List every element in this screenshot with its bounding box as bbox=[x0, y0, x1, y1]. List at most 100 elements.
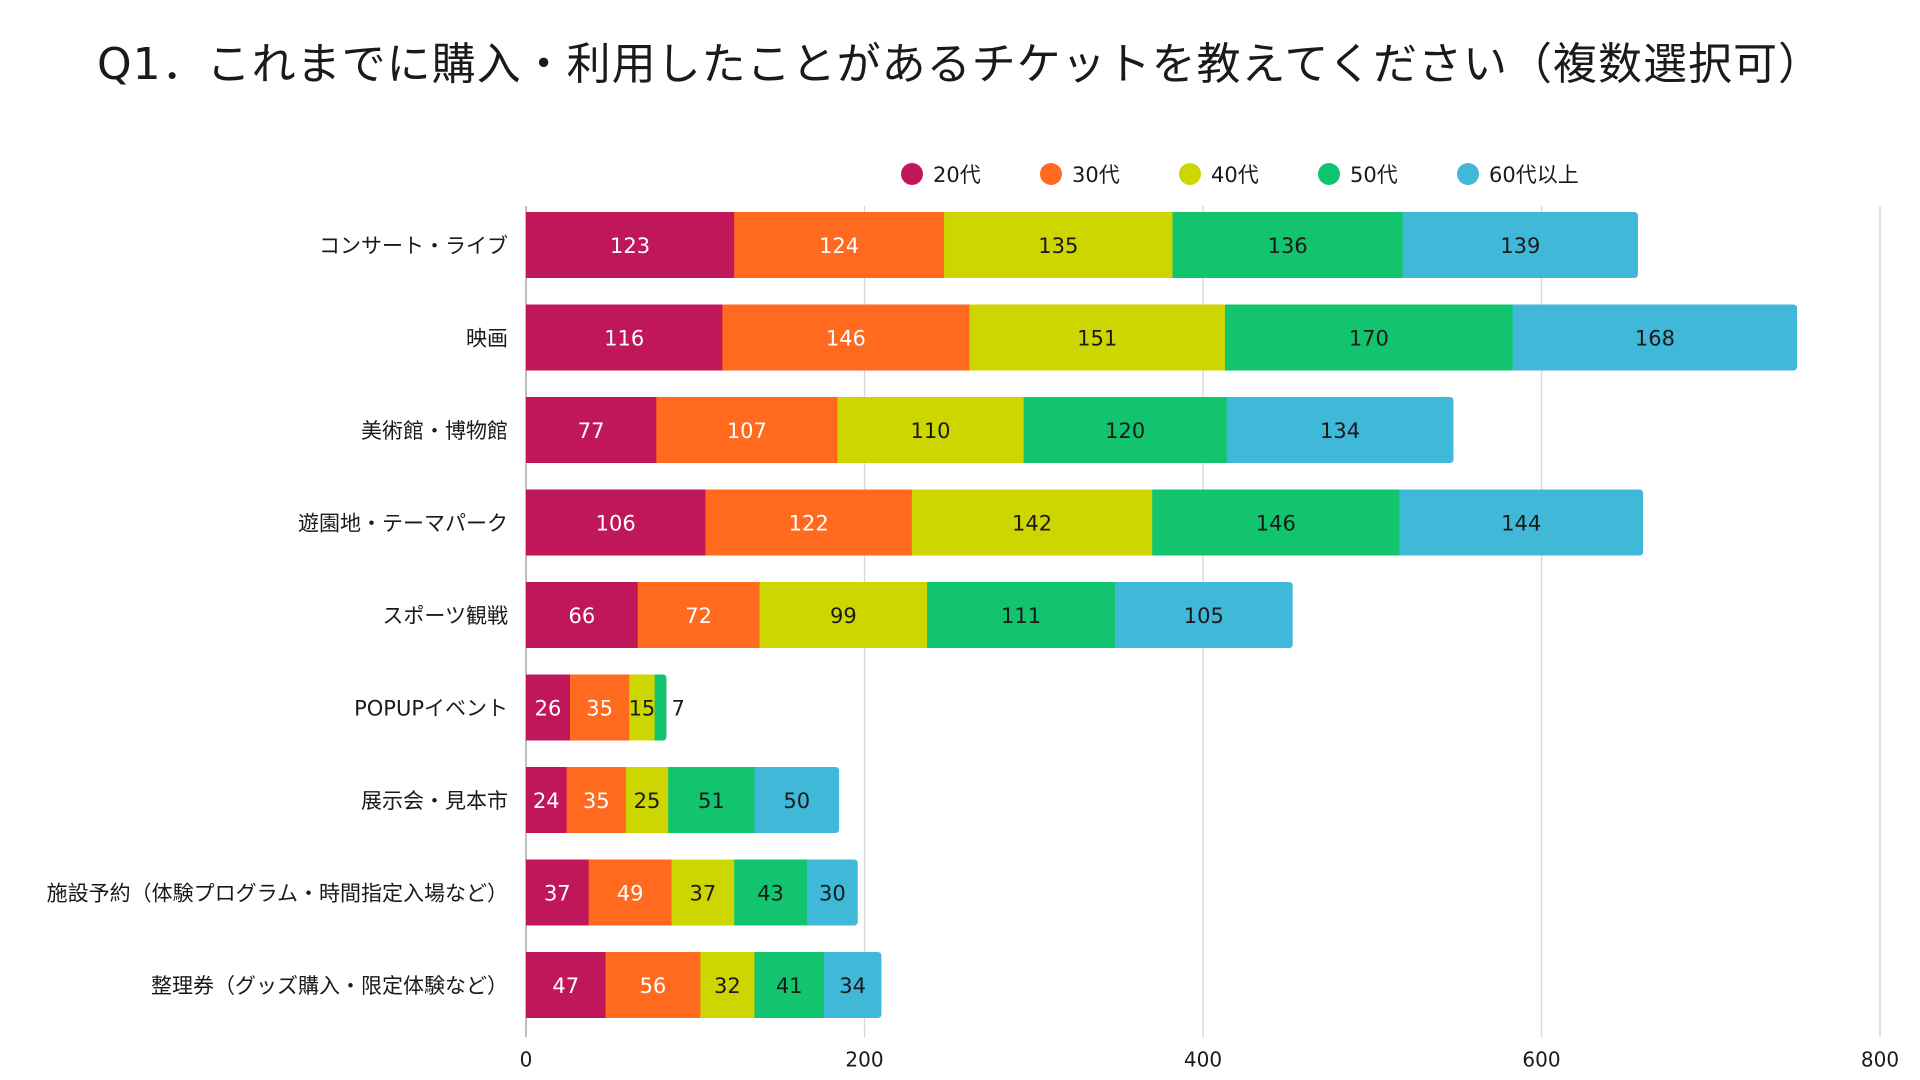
legend-marker bbox=[1179, 163, 1201, 185]
x-axis-tick-labels: 0 200 400 600 800 bbox=[520, 1047, 1899, 1071]
bar-segment bbox=[1225, 304, 1514, 371]
bar-segment bbox=[526, 859, 590, 926]
bar-value-label: 146 bbox=[826, 327, 866, 351]
legend-label: 50代 bbox=[1350, 163, 1398, 187]
bar-value-label: 51 bbox=[698, 789, 725, 813]
bar-segment bbox=[637, 582, 761, 648]
bar-segment bbox=[1152, 489, 1400, 556]
x-tick-label: 800 bbox=[1861, 1047, 1899, 1071]
bar-segment bbox=[625, 767, 669, 833]
bar-value-label: 105 bbox=[1184, 604, 1224, 628]
bar-value-label: 49 bbox=[617, 882, 644, 906]
bar-segment bbox=[526, 767, 568, 833]
category-label: 展示会・見本市 bbox=[361, 789, 508, 813]
bar-segment bbox=[671, 859, 735, 926]
legend: 20代 30代 40代 50代 60代以上 bbox=[901, 163, 1579, 187]
bar-segment bbox=[526, 304, 723, 371]
bar-segment bbox=[588, 859, 673, 926]
bar-segment bbox=[734, 212, 945, 278]
bar-value-label: 107 bbox=[727, 419, 767, 443]
legend-label: 20代 bbox=[933, 163, 981, 187]
bar-value-label: 72 bbox=[685, 604, 712, 628]
bar-segment bbox=[605, 952, 701, 1018]
bar-value-label: 122 bbox=[789, 512, 829, 536]
bar-segment bbox=[806, 859, 858, 926]
legend-marker bbox=[1318, 163, 1340, 185]
bar-value-label: 106 bbox=[596, 512, 636, 536]
bar-segment bbox=[969, 304, 1226, 371]
bar-value-label: 37 bbox=[544, 882, 571, 906]
bar-segment bbox=[911, 489, 1153, 556]
legend-label: 60代以上 bbox=[1489, 163, 1579, 187]
bar-segment bbox=[944, 212, 1174, 278]
bar-value-label: 15 bbox=[629, 697, 656, 721]
bar-segment bbox=[1226, 397, 1454, 463]
bar-segment bbox=[754, 952, 825, 1018]
chart-title: Q1．これまでに購入・利用したことがあるチケットを教えてください（複数選択可） bbox=[96, 39, 1824, 90]
bar-segment bbox=[1399, 489, 1644, 556]
bar-value-label: 25 bbox=[634, 789, 661, 813]
bar-value-label: 66 bbox=[568, 604, 595, 628]
bar-value-label: 136 bbox=[1268, 234, 1308, 258]
bar-value-label: 120 bbox=[1105, 419, 1145, 443]
category-label: 映画 bbox=[466, 327, 508, 351]
bar-segment bbox=[823, 952, 882, 1018]
bar-value-label: 26 bbox=[535, 697, 562, 721]
bar-value-label: 35 bbox=[583, 789, 610, 813]
bar-value-label: 170 bbox=[1349, 327, 1389, 351]
bar-value-label: 7 bbox=[671, 697, 684, 721]
bar-segment bbox=[705, 489, 913, 556]
bar-value-label: 30 bbox=[819, 882, 846, 906]
bar-segment bbox=[654, 674, 667, 741]
bar-value-label: 134 bbox=[1320, 419, 1360, 443]
bar-value-label: 142 bbox=[1012, 512, 1052, 536]
bar-segment bbox=[526, 489, 707, 556]
bar-value-label: 37 bbox=[689, 882, 716, 906]
category-label: 美術館・博物館 bbox=[361, 419, 508, 443]
bar-value-label: 77 bbox=[578, 419, 605, 443]
category-label: 整理券（グッズ購入・限定体験など） bbox=[151, 974, 508, 998]
legend-marker bbox=[901, 163, 923, 185]
category-label: POPUPイベント bbox=[354, 697, 508, 721]
bar-value-label: 47 bbox=[552, 974, 579, 998]
bar-segment bbox=[570, 674, 630, 741]
bar-segment bbox=[656, 397, 839, 463]
bar-segment bbox=[668, 767, 756, 833]
legend-marker bbox=[1040, 163, 1062, 185]
x-tick-label: 0 bbox=[520, 1047, 533, 1071]
bar-segment bbox=[759, 582, 928, 648]
bar-value-label: 135 bbox=[1038, 234, 1078, 258]
bar-value-label: 24 bbox=[533, 789, 560, 813]
bar-value-label: 144 bbox=[1501, 512, 1541, 536]
bar-segment bbox=[754, 767, 840, 833]
bar-value-label: 56 bbox=[640, 974, 667, 998]
bar-value-label: 168 bbox=[1635, 327, 1675, 351]
legend-label: 30代 bbox=[1072, 163, 1120, 187]
bar-segment bbox=[526, 952, 607, 1018]
bar-value-label: 124 bbox=[819, 234, 859, 258]
bar-value-label: 146 bbox=[1256, 512, 1296, 536]
bar-segment bbox=[1172, 212, 1404, 278]
bar-value-label: 110 bbox=[910, 419, 950, 443]
bar-segment bbox=[837, 397, 1025, 463]
bar-value-label: 35 bbox=[586, 697, 613, 721]
bar-value-label: 151 bbox=[1077, 327, 1117, 351]
bar-value-label: 116 bbox=[604, 327, 644, 351]
bar-segment bbox=[1512, 304, 1798, 371]
bar-segment bbox=[1114, 582, 1293, 648]
bar-segment bbox=[1023, 397, 1228, 463]
bar-segment bbox=[734, 859, 808, 926]
bar-value-label: 50 bbox=[783, 789, 810, 813]
bar-segment bbox=[526, 397, 657, 463]
legend-label: 40代 bbox=[1211, 163, 1259, 187]
bar-segment bbox=[700, 952, 756, 1018]
bar-segment bbox=[722, 304, 971, 371]
bar-value-label: 34 bbox=[839, 974, 866, 998]
category-label: 施設予約（体験プログラム・時間指定入場など） bbox=[47, 882, 508, 906]
x-tick-label: 200 bbox=[845, 1047, 883, 1071]
legend-marker bbox=[1457, 163, 1479, 185]
category-label: 遊園地・テーマパーク bbox=[298, 512, 508, 536]
bar-value-label: 32 bbox=[714, 974, 741, 998]
x-tick-label: 400 bbox=[1184, 1047, 1222, 1071]
